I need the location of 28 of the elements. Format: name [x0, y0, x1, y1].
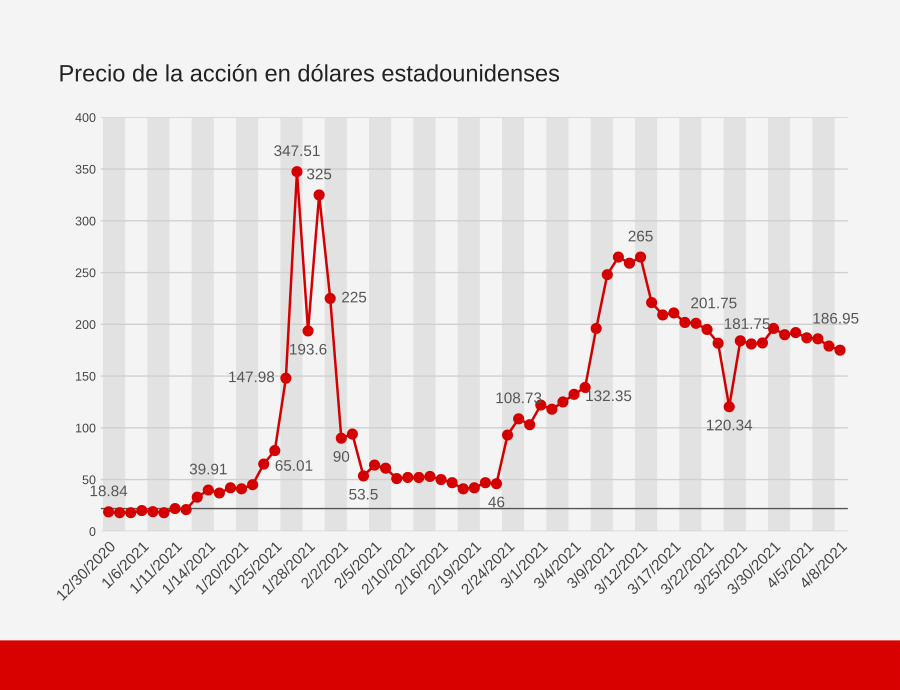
y-tick-label: 300 — [76, 216, 96, 226]
data-label: 39.91 — [190, 464, 227, 474]
y-tick-label: 350 — [76, 164, 96, 174]
y-tick-label: 400 — [75, 113, 96, 122]
chart-title: Precio de la acción en dólares estadounidenses — [60, 64, 560, 82]
data-label: 53.5 — [349, 488, 378, 500]
data-label: 147.98 — [229, 371, 274, 382]
data-label: 186.95 — [814, 312, 858, 324]
data-label: 18.84 — [90, 485, 128, 496]
data-label: 347.51 — [274, 145, 320, 156]
data-label: 265 — [628, 230, 653, 242]
data-label: 325 — [306, 168, 332, 180]
y-tick-label: 150 — [76, 372, 96, 381]
data-label: 193.6 — [290, 344, 326, 355]
data-label: 120.34 — [707, 420, 752, 430]
y-tick-label: 50 — [82, 475, 96, 484]
data-label: 65.01 — [276, 460, 312, 471]
y-tick-label: 100 — [76, 424, 96, 432]
y-tick-label: 250 — [76, 268, 96, 278]
data-label: 46 — [488, 496, 504, 508]
data-label: 132.35 — [586, 390, 632, 402]
data-label: 225 — [342, 292, 366, 303]
data-label: 201.75 — [691, 298, 737, 308]
data-label: 181.75 — [724, 318, 770, 330]
data-label: 108.73 — [496, 392, 542, 404]
data-label: 90 — [334, 451, 350, 462]
y-tick-label: 0 — [89, 527, 96, 536]
y-tick-label: 200 — [76, 320, 96, 329]
